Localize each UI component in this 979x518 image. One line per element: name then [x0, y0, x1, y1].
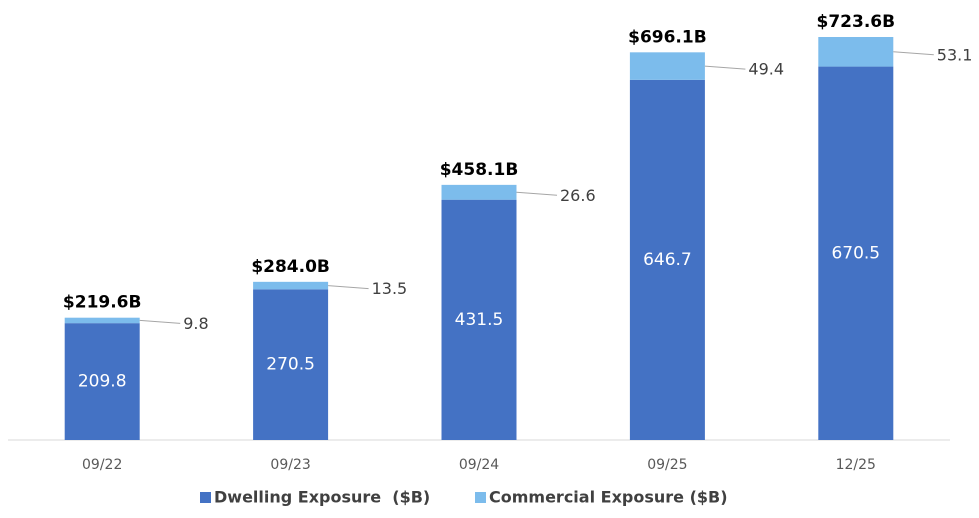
legend-swatch: [475, 492, 486, 503]
bar-segment: [441, 199, 517, 440]
bar-segment: [441, 184, 517, 200]
bar-segment: [64, 323, 140, 440]
bar-segment: [253, 281, 329, 290]
total-label: $723.6B: [817, 12, 896, 32]
value-label: 53.1: [937, 45, 973, 64]
value-label: 646.7: [643, 250, 692, 270]
leader-line: [328, 285, 369, 290]
bar-segment: [818, 66, 894, 441]
value-label: 9.8: [183, 314, 208, 333]
bar-segment: [629, 52, 705, 80]
x-tick-label: 09/23: [270, 457, 310, 473]
bar-segment: [253, 289, 329, 440]
leader-line: [516, 191, 558, 196]
total-label: $696.1B: [628, 27, 707, 47]
value-label: 49.4: [748, 60, 784, 79]
value-label: 270.5: [266, 355, 315, 375]
leader-line: [893, 51, 934, 56]
leader-line: [139, 319, 181, 324]
total-label: $284.0B: [251, 257, 330, 277]
legend-label: Dwelling Exposure ($B): [214, 488, 430, 507]
bar-segment: [64, 317, 140, 324]
value-label: 431.5: [455, 310, 504, 330]
bar-segment: [818, 37, 894, 67]
value-label: 13.5: [372, 279, 408, 298]
total-label: $219.6B: [63, 293, 142, 313]
legend-label: Commercial Exposure ($B): [489, 488, 728, 507]
value-label: 670.5: [831, 243, 880, 263]
value-label: 26.6: [560, 186, 596, 205]
x-tick-label: 09/25: [647, 457, 687, 473]
x-tick-label: 09/24: [459, 457, 499, 473]
value-label: 209.8: [78, 372, 127, 392]
total-label: $458.1B: [440, 160, 519, 180]
x-tick-label: 09/22: [82, 457, 122, 473]
legend-swatch: [200, 492, 211, 503]
x-tick-label: 12/25: [836, 457, 876, 473]
bar-segment: [629, 79, 705, 441]
leader-line: [704, 65, 746, 70]
